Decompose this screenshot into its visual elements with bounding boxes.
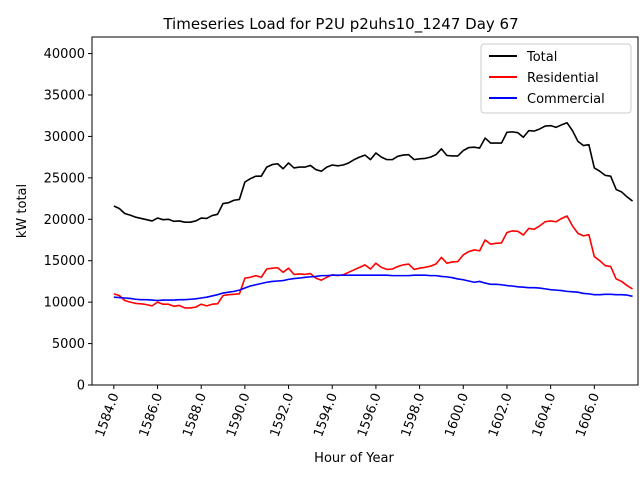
y-tick-label-25000: 25000: [44, 171, 85, 186]
y-tick-label-0: 0: [77, 379, 85, 394]
x-axis-label: Hour of Year: [314, 451, 394, 466]
y-tick-label-5000: 5000: [52, 337, 85, 352]
y-axis-label: kW total: [15, 184, 30, 238]
y-tick-label-30000: 30000: [44, 130, 85, 145]
legend-label-residential: Residential: [527, 71, 599, 86]
y-axis: 0 5000 10000 15000 20000 25000 30000 35000 40000: [44, 47, 92, 394]
legend-label-commercial: Commercial: [527, 92, 605, 107]
y-tick-label-40000: 40000: [44, 47, 85, 62]
series-layer: [113, 121, 634, 309]
chart-title: Timeseries Load for P2U p2uhs10_1247 Day…: [162, 15, 518, 34]
y-tick-label-20000: 20000: [44, 213, 85, 228]
series-line-total: [113, 121, 634, 223]
legend-label-total: Total: [526, 50, 557, 65]
series-line-commercial: [113, 274, 633, 302]
y-tick-label-35000: 35000: [44, 89, 85, 104]
plot-frame: [91, 36, 639, 386]
y-tick-label-10000: 10000: [44, 296, 85, 311]
legend: Total Residential Commercial: [480, 43, 632, 114]
legend-box: [480, 43, 632, 114]
y-tick-label-15000: 15000: [44, 254, 85, 269]
series-line-residential: [113, 215, 633, 309]
